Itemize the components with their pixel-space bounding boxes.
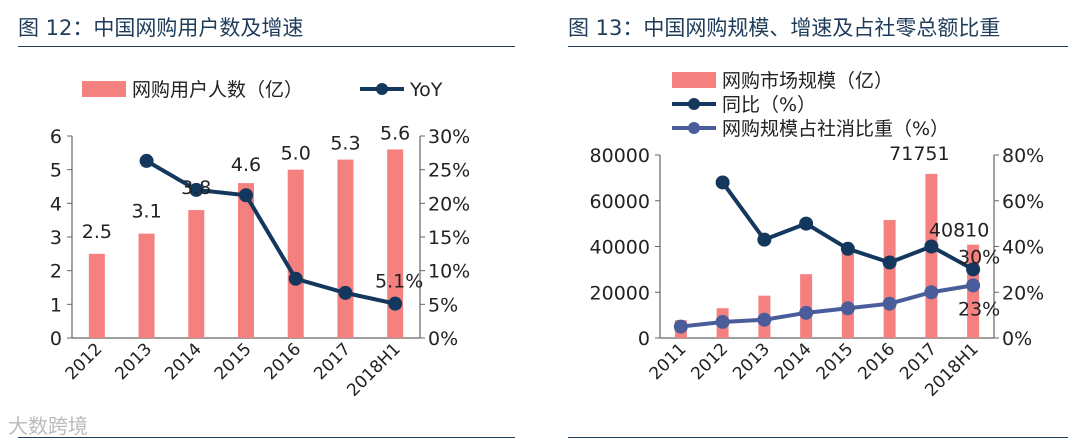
chart1-bar xyxy=(188,210,205,338)
chart2-title: 图 13：中国网购规模、增速及占社零总额比重 xyxy=(568,16,1001,40)
chart1-right-tick-label: 10% xyxy=(428,261,470,283)
chart2-category-label: 2012 xyxy=(687,339,732,384)
chart2-bar xyxy=(883,219,896,338)
chart2-bar xyxy=(925,173,938,338)
chart2-left-tick-label: 0 xyxy=(638,328,650,350)
chart1-point xyxy=(388,296,403,311)
chart2-point xyxy=(882,255,897,270)
chart2-left-tick-label: 40000 xyxy=(590,237,650,259)
chart2-point xyxy=(840,241,855,256)
chart1-data-label: 2.5 xyxy=(82,221,112,243)
chart2-point xyxy=(715,314,730,329)
chart1-right-tick-label: 15% xyxy=(428,227,470,249)
chart1-data-label: 5.0 xyxy=(281,143,311,165)
chart2-data-label: 30% xyxy=(958,246,1000,268)
chart2-point xyxy=(799,216,814,231)
chart2-right-tick-label: 40% xyxy=(1002,237,1044,259)
chart1-legend-swatch-0 xyxy=(82,81,126,97)
chart2-legend-label-1: 同比（%） xyxy=(722,94,816,116)
chart2-legend-label-0: 网购市场规模（亿） xyxy=(722,70,893,92)
chart1-title: 图 12：中国网购用户数及增速 xyxy=(18,16,304,40)
chart1-right-tick-label: 25% xyxy=(428,160,470,182)
chart2-right-tick-label: 60% xyxy=(1002,191,1044,213)
chart2-data-label: 71751 xyxy=(889,143,949,165)
chart1-series-line-1 xyxy=(145,159,396,306)
chart2-title-rule xyxy=(568,46,1068,47)
chart2-right-tick-label: 80% xyxy=(1002,145,1044,167)
chart1-bar xyxy=(238,183,254,338)
chart1-left-tick-label: 1 xyxy=(50,294,62,316)
chart2-bottom-rule xyxy=(568,437,1068,438)
chart2-left-tick-label: 20000 xyxy=(590,282,650,304)
chart2-point xyxy=(924,285,939,300)
chart1-legend-marker-1 xyxy=(376,83,388,95)
chart2-point xyxy=(757,232,772,247)
chart1-data-label: 5.3 xyxy=(330,133,360,155)
chart1-left-tick-label: 2 xyxy=(50,261,62,283)
chart2-legend-marker-2 xyxy=(688,122,700,134)
chart1-point xyxy=(239,188,253,203)
chart1-bar xyxy=(287,169,304,338)
chart1-data-label: 3.8 xyxy=(181,177,211,199)
chart2-point xyxy=(840,301,855,316)
chart2-point xyxy=(757,312,772,327)
chart2-point xyxy=(924,239,939,254)
chart2-category-label: 2015 xyxy=(813,339,858,384)
chart1-left-tick-label: 6 xyxy=(50,126,62,148)
chart1-point xyxy=(139,153,154,168)
chart2-legend-marker-1 xyxy=(688,98,700,110)
chart2-point xyxy=(966,278,981,293)
chart2-point xyxy=(966,262,981,277)
chart2-category-label: 2013 xyxy=(729,339,774,384)
chart1-left-tick-label: 3 xyxy=(50,227,62,249)
chart1-right-tick-label: 30% xyxy=(428,126,470,148)
chart2-legend-swatch-0 xyxy=(672,72,716,88)
chart1-point xyxy=(288,271,303,286)
chart2-data-label: 23% xyxy=(958,298,1000,320)
chart1-left-tick-label: 5 xyxy=(50,160,62,182)
chart1-legend-label-0: 网购用户人数（亿） xyxy=(132,79,303,101)
chart2-left-tick-label: 60000 xyxy=(590,191,650,213)
chart1-point xyxy=(189,182,204,197)
chart1-data-label: 3.1 xyxy=(131,201,161,223)
chart2-point xyxy=(673,319,688,334)
chart1-right-tick-label: 20% xyxy=(428,193,470,215)
watermark: 大数跨境 xyxy=(8,414,88,438)
chart1-left-tick-label: 0 xyxy=(50,328,62,350)
chart1-right-tick-label: 0% xyxy=(428,328,458,350)
chart1-title-rule xyxy=(18,46,515,47)
chart2-data-label: 40810 xyxy=(929,220,989,242)
chart1-right-tick-label: 5% xyxy=(428,294,458,316)
chart2-point xyxy=(882,296,897,311)
chart2-legend-label-2: 网购规模占社消比重（%） xyxy=(722,118,949,140)
chart2-category-label: 2011 xyxy=(646,339,691,384)
chart2-right-tick-label: 20% xyxy=(1002,282,1044,304)
chart1-point xyxy=(338,285,353,300)
chart2-bar xyxy=(841,249,854,338)
chart1-data-label: 5.1% xyxy=(375,271,423,293)
chart1-left-tick-label: 4 xyxy=(50,193,62,215)
chart1-bar xyxy=(387,149,404,338)
chart2-point xyxy=(799,305,814,320)
chart2-category-label: 2014 xyxy=(771,339,816,384)
chart1-bottom-rule xyxy=(18,437,515,438)
chart1-data-label: 4.6 xyxy=(231,154,261,176)
chart2-point xyxy=(715,175,730,190)
chart1-legend-label-1: YoY xyxy=(409,79,443,101)
chart2-left-tick-label: 80000 xyxy=(590,145,650,167)
chart1-data-label: 5.6 xyxy=(380,122,410,144)
chart2-category-label: 2016 xyxy=(854,339,899,384)
chart1-bar xyxy=(138,233,155,338)
chart1-bar xyxy=(88,253,105,338)
chart2-right-tick-label: 0% xyxy=(1002,328,1032,350)
